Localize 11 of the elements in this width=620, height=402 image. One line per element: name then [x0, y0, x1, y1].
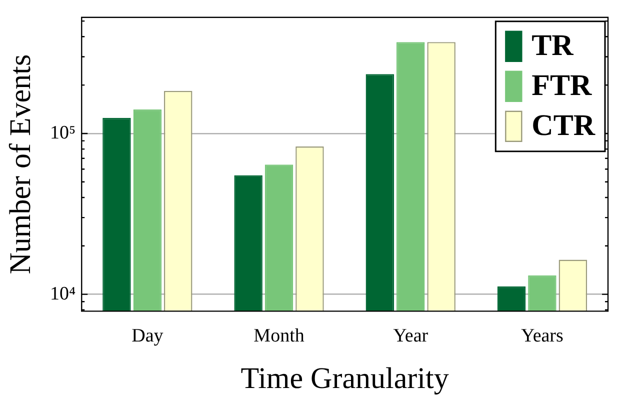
x-tick-label: Years [520, 326, 564, 347]
y-tick-label: 10⁵ [50, 122, 76, 144]
x-tick-label: Day [132, 326, 164, 347]
x-tick-label: Month [254, 326, 305, 347]
legend-label: TR [532, 29, 574, 62]
legend-label: CTR [532, 109, 596, 142]
x-axis-title: Time Granularity [240, 362, 449, 395]
y-tick-label: 10⁴ [50, 283, 76, 304]
y-axis-title: Number of Events [4, 54, 37, 274]
legend-label: FTR [532, 69, 592, 102]
x-tick-label: Year [393, 326, 429, 347]
